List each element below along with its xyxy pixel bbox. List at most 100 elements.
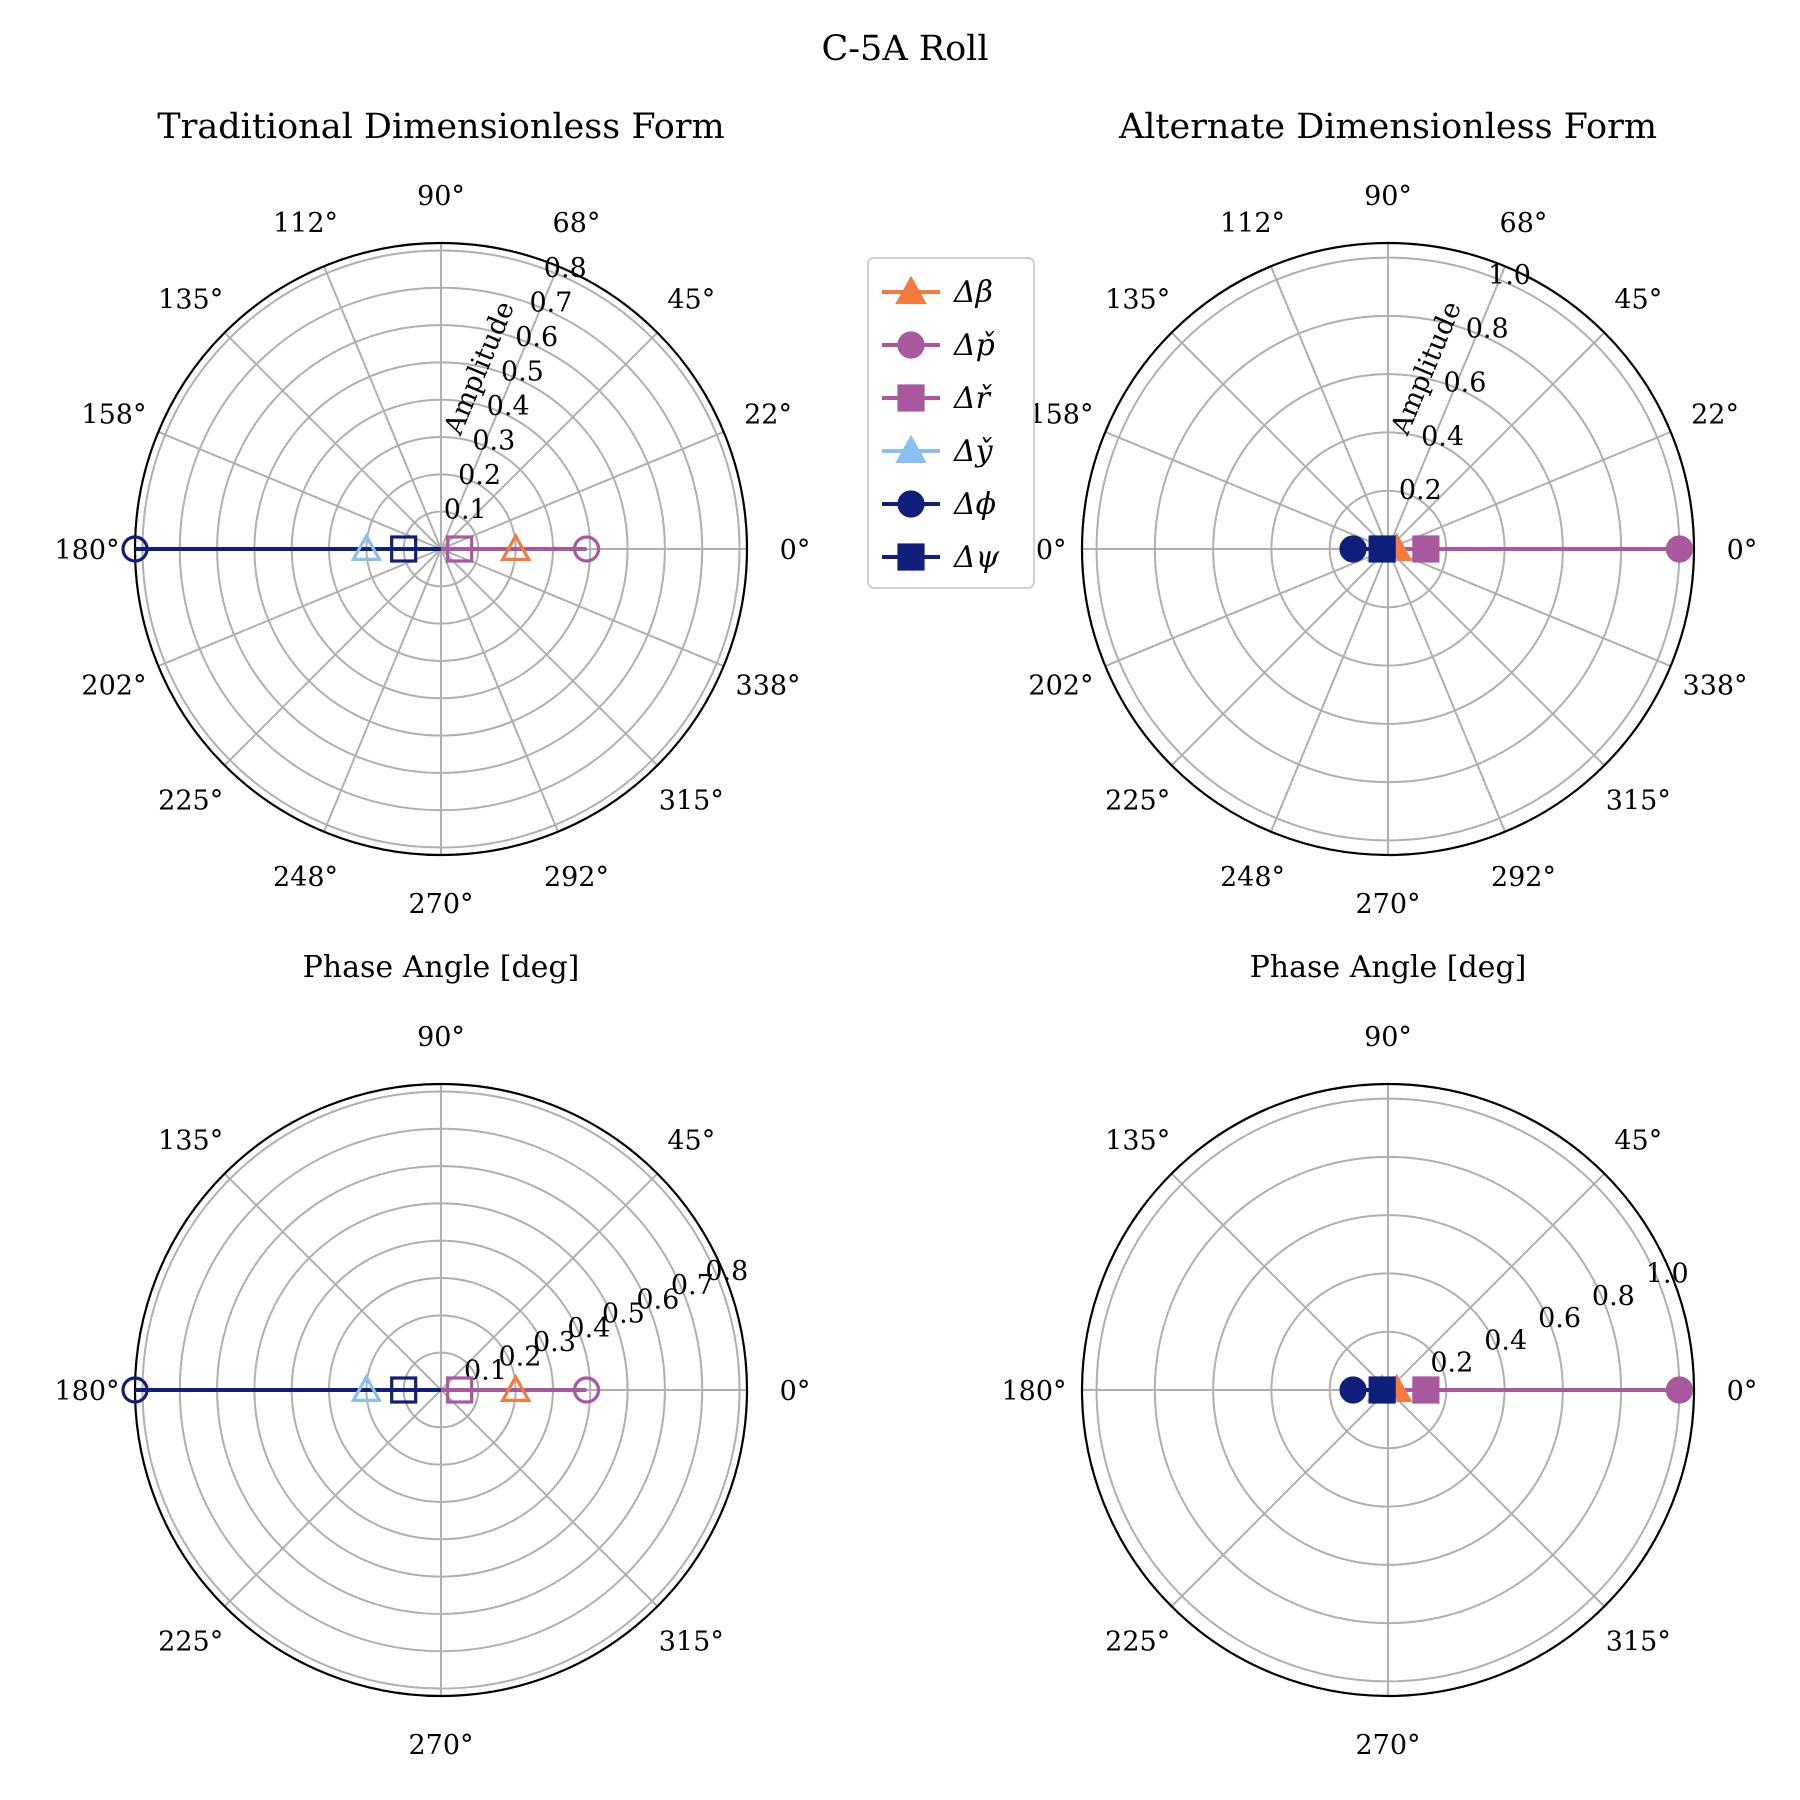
theta-gridline bbox=[1170, 1172, 1389, 1391]
theta-gridline bbox=[223, 548, 442, 767]
theta-gridline bbox=[440, 265, 560, 550]
theta-tick-label: 135° bbox=[158, 285, 223, 316]
series-group bbox=[121, 532, 601, 563]
polar-panel-1: Traditional Dimensionless Form 0° 22° 45° 68… bbox=[54, 107, 810, 985]
r-tick-label: 0.2 bbox=[1399, 475, 1442, 506]
theta-gridline bbox=[440, 430, 725, 550]
legend-marker bbox=[895, 434, 927, 463]
series-point-6 bbox=[1368, 1376, 1396, 1404]
theta-gridline bbox=[440, 331, 659, 550]
x-axis-label: Phase Angle [deg] bbox=[1250, 950, 1527, 985]
series-point-3 bbox=[446, 535, 474, 563]
r-tick-label: 0.5 bbox=[602, 1299, 645, 1330]
theta-gridline bbox=[1104, 548, 1389, 668]
series-point-5 bbox=[1339, 1376, 1367, 1404]
theta-tick-label: 0° bbox=[780, 1376, 811, 1407]
series-point-2 bbox=[1665, 1376, 1694, 1404]
r-tick-label: 0.8 bbox=[1592, 1281, 1635, 1312]
theta-tick-label: 180° bbox=[1001, 1376, 1066, 1407]
r-tick-label: 0.1 bbox=[444, 495, 487, 526]
legend-label: Δř bbox=[953, 381, 993, 416]
series-point-2 bbox=[1665, 535, 1694, 563]
theta-gridline bbox=[440, 548, 560, 833]
r-tick-label: 0.6 bbox=[1443, 367, 1486, 398]
r-tick-label: 0.6 bbox=[1538, 1303, 1581, 1334]
r-tick-label: 0.2 bbox=[458, 460, 501, 491]
theta-gridline bbox=[1387, 265, 1507, 550]
theta-tick-label: 225° bbox=[158, 785, 223, 816]
theta-tick-label: 202° bbox=[1028, 670, 1093, 701]
r-tick-label: 0.6 bbox=[636, 1284, 679, 1315]
theta-tick-label: 315° bbox=[659, 1626, 724, 1657]
legend-entry-1: Δβ bbox=[882, 275, 993, 310]
theta-tick-label: 135° bbox=[1105, 285, 1170, 316]
legend-marker bbox=[897, 543, 925, 571]
polar-panel-4: 0° 45° 90° 135° 180° 225° 270° 315° 0.2 0.4 0.6 0.8… bbox=[1001, 1022, 1757, 1761]
theta-tick-label: 90° bbox=[1364, 181, 1412, 212]
theta-tick-label: 225° bbox=[1105, 1626, 1170, 1657]
theta-tick-label: 45° bbox=[1614, 1126, 1662, 1157]
theta-tick-label: 270° bbox=[408, 889, 473, 920]
x-axis-label: Phase Angle [deg] bbox=[303, 950, 580, 985]
legend-label: Δϕ bbox=[953, 487, 996, 522]
theta-tick-label: 0° bbox=[780, 535, 811, 566]
legend: Δβ Δp̌ Δř Δy̌ Δϕ Δψ bbox=[867, 257, 1035, 589]
theta-gridline bbox=[1104, 430, 1389, 550]
panel-title: Traditional Dimensionless Form bbox=[157, 107, 724, 147]
series-point-4 bbox=[350, 1373, 383, 1403]
series-group bbox=[121, 1373, 601, 1404]
theta-tick-label: 68° bbox=[1500, 208, 1548, 239]
theta-tick-label: 338° bbox=[1683, 670, 1748, 701]
legend-marker bbox=[897, 331, 925, 359]
theta-tick-label: 202° bbox=[81, 670, 146, 701]
legend-label: Δψ bbox=[953, 540, 1000, 575]
theta-gridline bbox=[1387, 548, 1672, 668]
theta-tick-label: 158° bbox=[1028, 400, 1093, 431]
theta-gridline bbox=[223, 331, 442, 550]
theta-gridline bbox=[223, 1172, 442, 1391]
polar-spine bbox=[1080, 241, 1696, 857]
legend-entry-3: Δř bbox=[882, 381, 993, 416]
theta-tick-label: 270° bbox=[408, 1730, 473, 1761]
theta-gridline bbox=[1269, 265, 1389, 550]
theta-gridline bbox=[1387, 548, 1507, 833]
theta-tick-label: 225° bbox=[158, 1626, 223, 1657]
theta-tick-label: 45° bbox=[667, 1126, 715, 1157]
r-tick-label: 0.4 bbox=[1484, 1325, 1527, 1356]
legend-label: Δp̌ bbox=[953, 328, 995, 363]
theta-tick-label: 248° bbox=[1220, 862, 1285, 893]
legend-entry-4: Δy̌ bbox=[882, 434, 994, 469]
series-point-1 bbox=[499, 1373, 532, 1403]
theta-tick-label: 22° bbox=[744, 400, 792, 431]
legend-label: Δβ bbox=[953, 275, 993, 310]
theta-gridline bbox=[157, 430, 442, 550]
theta-tick-label: 292° bbox=[1491, 862, 1556, 893]
theta-gridline bbox=[440, 548, 725, 668]
series-point-6 bbox=[390, 1376, 418, 1404]
theta-tick-label: 68° bbox=[553, 208, 601, 239]
r-tick-label: 0.4 bbox=[487, 391, 530, 422]
legend-label: Δy̌ bbox=[953, 434, 994, 469]
r-tick-label: 0.5 bbox=[501, 357, 544, 388]
theta-tick-label: 22° bbox=[1691, 400, 1739, 431]
theta-tick-label: 180° bbox=[54, 1376, 119, 1407]
theta-gridline bbox=[1387, 430, 1672, 550]
r-tick-label: 0.3 bbox=[472, 426, 515, 457]
legend-frame bbox=[867, 257, 1035, 589]
series-point-4 bbox=[350, 532, 383, 562]
polar-panel-2: Alternate Dimensionless Form 0° 22° 45° 68° 9… bbox=[1001, 107, 1757, 985]
series-point-3 bbox=[1412, 535, 1440, 563]
theta-tick-label: 90° bbox=[1364, 1022, 1412, 1053]
r-tick-label: 0.3 bbox=[533, 1327, 576, 1358]
series-point-2 bbox=[572, 1376, 601, 1404]
theta-gridline bbox=[322, 265, 442, 550]
theta-gridline bbox=[157, 548, 442, 668]
theta-gridline bbox=[1269, 548, 1389, 833]
series-point-5 bbox=[1339, 535, 1367, 563]
theta-tick-label: 180° bbox=[54, 535, 119, 566]
theta-tick-label: 270° bbox=[1355, 889, 1420, 920]
theta-tick-label: 45° bbox=[1614, 285, 1662, 316]
theta-gridline bbox=[322, 548, 442, 833]
r-tick-label: 1.0 bbox=[1646, 1258, 1689, 1289]
